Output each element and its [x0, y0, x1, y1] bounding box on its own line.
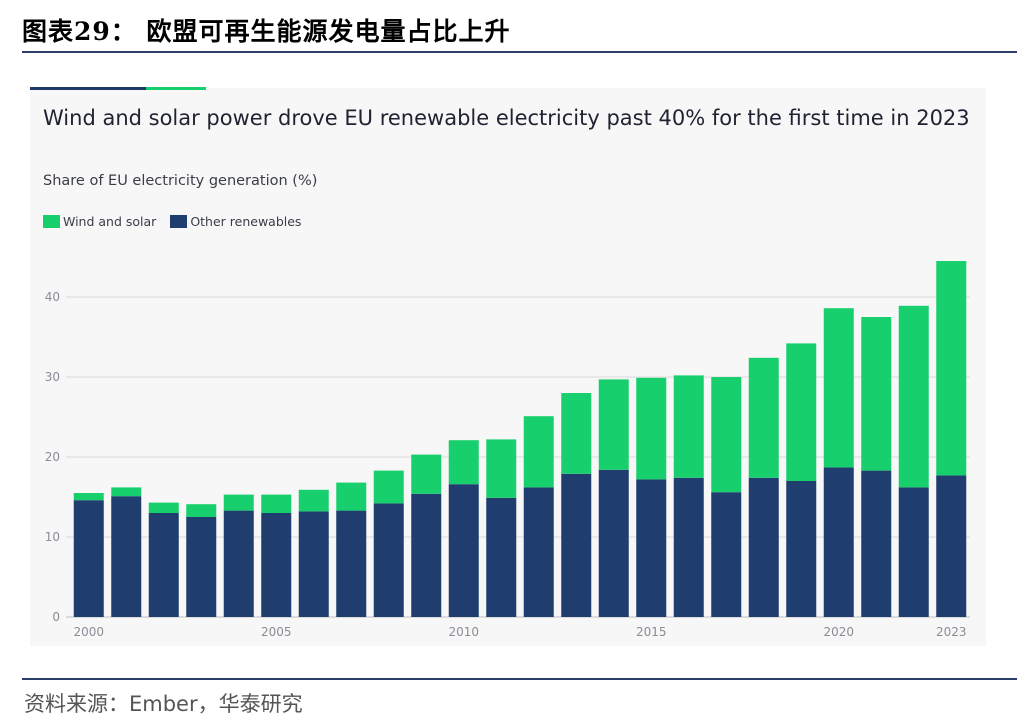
bar-wind-and-solar — [898, 305, 929, 488]
bottom-divider — [22, 678, 1017, 680]
source-note: 资料来源：Ember，华泰研究 — [24, 692, 303, 716]
bar-wind-and-solar — [148, 502, 179, 513]
bar-other-renewables — [73, 500, 104, 617]
bar-other-renewables — [561, 473, 592, 617]
stacked-bar-chart: 0 10 20 30 40 2000 2005 2010 2015 2020 2023 — [45, 261, 970, 639]
y-tick-label: 30 — [45, 370, 60, 384]
bar-other-renewables — [786, 481, 817, 617]
bar-other-renewables — [936, 475, 967, 617]
legend-swatch-wind-solar — [43, 215, 60, 228]
bar-other-renewables — [261, 513, 292, 617]
chart-subtitle: Share of EU electricity generation (%) — [43, 173, 318, 189]
bar-wind-and-solar — [861, 317, 892, 471]
bar-wind-and-solar — [561, 393, 592, 474]
x-tick-label: 2015 — [636, 625, 667, 639]
bar-wind-and-solar — [936, 261, 967, 476]
bar-other-renewables — [823, 467, 854, 617]
bar-wind-and-solar — [523, 416, 554, 488]
top-divider — [22, 51, 1017, 53]
legend-label-wind-solar: Wind and solar — [63, 214, 157, 229]
bar-wind-and-solar — [486, 439, 517, 498]
y-tick-label: 10 — [45, 530, 60, 544]
bar-other-renewables — [111, 496, 142, 617]
bar-wind-and-solar — [298, 489, 329, 512]
bar-wind-and-solar — [636, 377, 667, 480]
y-tick-label: 0 — [52, 610, 60, 624]
bar-other-renewables — [598, 469, 629, 617]
bar-other-renewables — [373, 503, 404, 617]
chart-title: Wind and solar power drove EU renewable … — [43, 106, 970, 130]
bar-other-renewables — [186, 517, 217, 617]
x-tick-label: 2005 — [261, 625, 292, 639]
bar-other-renewables — [711, 492, 742, 617]
y-tick-label: 40 — [45, 290, 60, 304]
bar-other-renewables — [898, 487, 929, 617]
x-tick-label: 2023 — [936, 625, 967, 639]
legend-item-wind-solar: Wind and solar — [43, 214, 156, 229]
chart-accent-bar — [30, 87, 206, 90]
bar-wind-and-solar — [711, 377, 742, 493]
figure-title: 图表29： 欧盟可再生能源发电量占比上升 — [22, 17, 511, 46]
bar-wind-and-solar — [111, 487, 142, 497]
bar-wind-and-solar — [786, 343, 817, 481]
bar-other-renewables — [148, 513, 179, 617]
bar-other-renewables — [636, 479, 667, 617]
legend-item-other-renewables: Other renewables — [170, 214, 301, 229]
bar-other-renewables — [523, 487, 554, 617]
bar-other-renewables — [748, 477, 779, 617]
bar-wind-and-solar — [261, 494, 292, 513]
x-tick-label: 2000 — [73, 625, 104, 639]
bar-other-renewables — [298, 511, 329, 617]
bar-wind-and-solar — [598, 379, 629, 470]
legend-swatch-other-renewables — [170, 215, 188, 228]
bar-other-renewables — [336, 510, 367, 617]
x-tick-label: 2020 — [823, 625, 854, 639]
chart-legend: Wind and solar Other renewables — [43, 214, 315, 229]
bar-wind-and-solar — [373, 470, 404, 504]
bar-wind-and-solar — [336, 482, 367, 511]
x-tick-label: 2010 — [448, 625, 479, 639]
bar-wind-and-solar — [186, 504, 217, 517]
bar-other-renewables — [448, 484, 479, 617]
bar-wind-and-solar — [411, 454, 442, 494]
bar-wind-and-solar — [823, 308, 854, 468]
bar-wind-and-solar — [223, 494, 254, 511]
bar-other-renewables — [411, 493, 442, 617]
bar-wind-and-solar — [73, 493, 104, 501]
y-tick-label: 20 — [45, 450, 60, 464]
bar-other-renewables — [486, 497, 517, 617]
legend-label-other-renewables: Other renewables — [190, 214, 302, 229]
bar-other-renewables — [223, 510, 254, 617]
bar-other-renewables — [861, 470, 892, 617]
bar-wind-and-solar — [748, 357, 779, 478]
bar-wind-and-solar — [673, 375, 704, 478]
bar-wind-and-solar — [448, 440, 479, 485]
bar-other-renewables — [673, 477, 704, 617]
